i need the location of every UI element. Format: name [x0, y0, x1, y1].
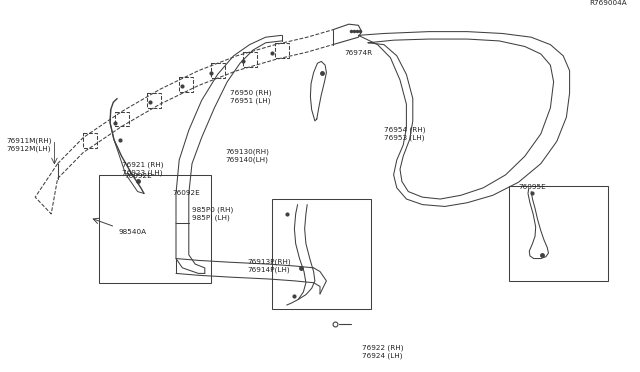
Text: 76974R: 76974R: [344, 50, 372, 56]
Text: 76954 (RH)
76953 (LH): 76954 (RH) 76953 (LH): [384, 126, 426, 141]
Text: R769004A: R769004A: [589, 0, 627, 6]
Text: 98540A: 98540A: [118, 229, 147, 235]
Text: 76092E: 76092E: [173, 190, 200, 196]
Text: 769130(RH)
769140(LH): 769130(RH) 769140(LH): [225, 149, 269, 163]
Text: 76913P(RH)
76914P(LH): 76913P(RH) 76914P(LH): [248, 259, 291, 273]
Text: 76092E: 76092E: [125, 173, 152, 179]
Bar: [509, 186, 608, 281]
Bar: [272, 199, 371, 309]
Text: 76911M(RH)
76912M(LH): 76911M(RH) 76912M(LH): [6, 138, 52, 152]
Text: 985P0 (RH)
985PI (LH): 985P0 (RH) 985PI (LH): [192, 206, 233, 221]
Text: 76922 (RH)
76924 (LH): 76922 (RH) 76924 (LH): [362, 344, 403, 359]
Bar: [99, 175, 211, 283]
Text: 76921 (RH)
76923 (LH): 76921 (RH) 76923 (LH): [122, 162, 163, 176]
Text: 76095E: 76095E: [518, 184, 546, 190]
Text: 76950 (RH)
76951 (LH): 76950 (RH) 76951 (LH): [230, 89, 272, 104]
